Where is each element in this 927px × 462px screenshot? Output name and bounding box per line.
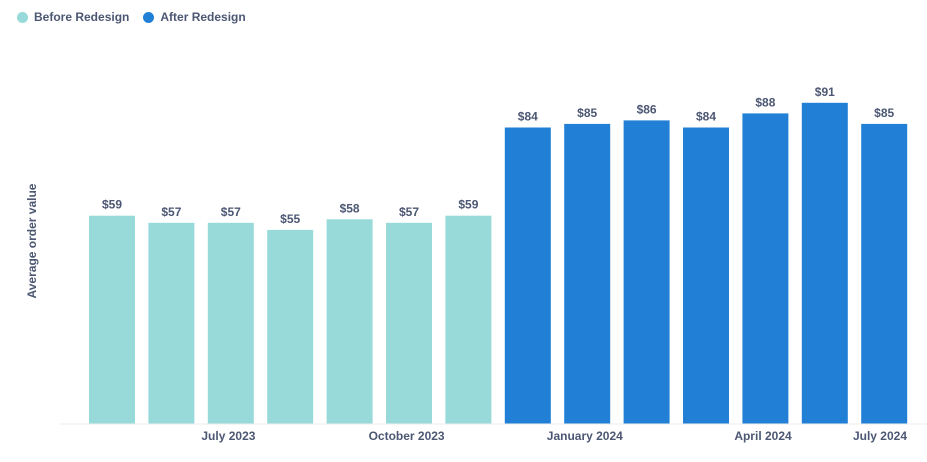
x-tick-label: January 2024: [547, 429, 623, 443]
x-tick-label: July 2023: [201, 429, 255, 443]
bar-2024-05[interactable]: [742, 113, 789, 425]
legend: Before Redesign After Redesign: [17, 10, 246, 24]
bar-label-2024-06: $91: [815, 85, 835, 99]
bars-group: [89, 102, 908, 425]
legend-item-before[interactable]: Before Redesign: [17, 10, 129, 24]
x-tick-label: July 2024: [853, 429, 907, 443]
bar-2023-12[interactable]: [445, 215, 492, 424]
bar-label-2023-12: $59: [458, 198, 478, 212]
data-labels-group: $59 $57 $57 $55 $58 $57 $59 $84 $85 $86 $84 $88 $91 $…: [102, 85, 895, 226]
bar-label-2024-02: $85: [577, 106, 597, 120]
bar-label-2024-03: $86: [637, 102, 657, 116]
bar-2023-06[interactable]: [89, 215, 135, 424]
x-tick-label: April 2024: [734, 429, 792, 443]
bar-2023-09[interactable]: [267, 229, 314, 424]
bar-label-2023-06: $59: [102, 198, 122, 212]
legend-dot-before: [17, 11, 28, 23]
bar-2023-11[interactable]: [386, 222, 432, 424]
bar-2024-04[interactable]: [683, 127, 729, 425]
x-ticks-group: July 2023 October 2023 January 2024 April 2…: [201, 429, 907, 443]
bar-2023-07[interactable]: [148, 222, 195, 424]
bar-2023-10[interactable]: [326, 219, 373, 424]
bar-label-2024-05: $88: [755, 95, 775, 109]
legend-label-after: After Redesign: [160, 10, 246, 24]
bar-2024-03[interactable]: [623, 120, 670, 425]
bar-label-2023-07: $57: [161, 205, 181, 219]
x-tick-label: October 2023: [369, 429, 445, 443]
bar-label-2023-11: $57: [399, 205, 419, 219]
bar-2024-06[interactable]: [801, 102, 848, 425]
bar-2024-07[interactable]: [861, 123, 908, 425]
legend-item-after[interactable]: After Redesign: [143, 10, 246, 24]
bar-label-2024-04: $84: [696, 110, 716, 124]
bar-label-2023-08: $57: [221, 205, 241, 219]
bar-2024-02[interactable]: [564, 123, 611, 425]
bar-label-2024-07: $85: [874, 106, 894, 120]
bar-2023-08[interactable]: [207, 222, 254, 424]
bar-label-2023-10: $58: [340, 201, 360, 215]
y-axis-title: Average order value: [25, 183, 39, 298]
legend-label-before: Before Redesign: [34, 10, 130, 24]
bar-label-2024-01: $84: [518, 110, 538, 124]
bar-2024-01[interactable]: [504, 127, 551, 425]
legend-dot-after: [143, 11, 155, 23]
bar-label-2023-09: $55: [280, 212, 300, 226]
